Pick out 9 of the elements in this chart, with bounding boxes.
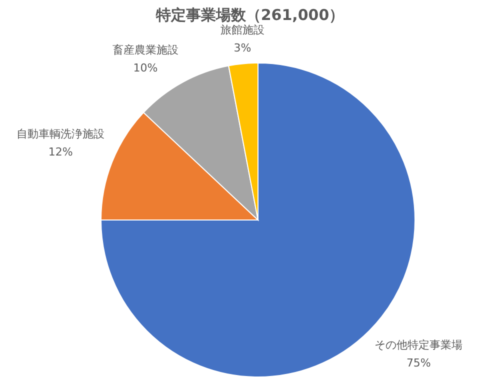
- slice-label: 自動車輌洗浄施設: [16, 127, 105, 140]
- data-label: 75%: [406, 356, 431, 370]
- data-label: 10%: [133, 61, 158, 74]
- slice-label: その他特定事業場: [374, 338, 463, 352]
- slice-label: 旅館施設: [220, 24, 264, 37]
- slice-label: 畜産農業施設: [112, 43, 179, 56]
- chart-title: 特定事業場数（261,000）: [154, 6, 344, 24]
- data-label: 3%: [234, 42, 252, 55]
- data-label: 12%: [48, 145, 73, 158]
